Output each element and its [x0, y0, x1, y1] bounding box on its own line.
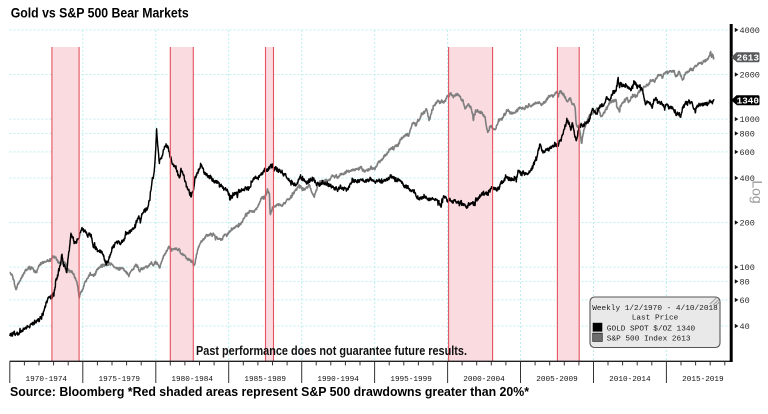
svg-text:800: 800	[740, 129, 755, 139]
svg-text:2015-2019: 2015-2019	[682, 376, 724, 384]
svg-text:2000: 2000	[740, 71, 760, 81]
svg-text:Past performance does not guar: Past performance does not guarantee futu…	[196, 344, 467, 358]
svg-text:2005-2009: 2005-2009	[536, 376, 578, 384]
svg-text:1980-1984: 1980-1984	[171, 376, 213, 384]
svg-text:200: 200	[740, 219, 755, 229]
svg-text:Last Price: Last Price	[632, 315, 679, 323]
svg-text:600: 600	[740, 148, 755, 158]
svg-text:4000: 4000	[740, 26, 760, 36]
svg-text:1970-1974: 1970-1974	[26, 376, 68, 384]
svg-text:S&P 500 Index 2613: S&P 500 Index 2613	[607, 335, 691, 343]
svg-text:1975-1979: 1975-1979	[99, 376, 141, 384]
svg-text:Gold vs S&P 500 Bear Markets: Gold vs S&P 500 Bear Markets	[11, 6, 189, 21]
svg-text:Log: Log	[750, 180, 766, 203]
svg-text:100: 100	[740, 263, 755, 273]
svg-text:2010-2014: 2010-2014	[609, 376, 651, 384]
svg-text:Source: Bloomberg *Red shaded: Source: Bloomberg *Red shaded areas repr…	[10, 384, 529, 399]
svg-text:80: 80	[740, 277, 750, 287]
svg-text:2613: 2613	[737, 53, 760, 64]
svg-text:1990-1994: 1990-1994	[317, 376, 359, 384]
svg-text:1985-1989: 1985-1989	[244, 376, 286, 384]
svg-text:Weekly 1/2/1970 - 4/10/2018: Weekly 1/2/1970 - 4/10/2018	[592, 305, 718, 313]
svg-text:60: 60	[740, 296, 750, 306]
svg-text:400: 400	[740, 174, 755, 184]
svg-text:1995-1999: 1995-1999	[390, 376, 432, 384]
svg-text:1000: 1000	[740, 115, 760, 125]
svg-text:2000-2004: 2000-2004	[463, 376, 505, 384]
svg-text:GOLD SPOT $/OZ 1340: GOLD SPOT $/OZ 1340	[607, 325, 696, 333]
svg-text:1340: 1340	[737, 96, 760, 107]
svg-text:40: 40	[740, 322, 750, 332]
